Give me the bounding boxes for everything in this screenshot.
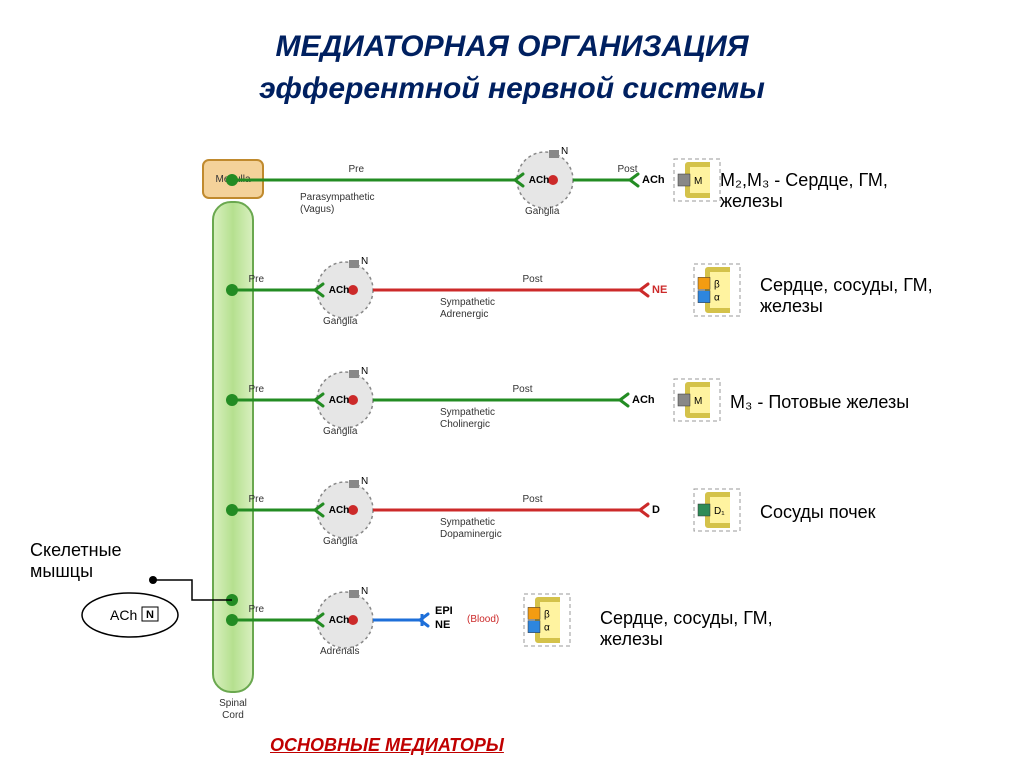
effect-label-0: M₂,M₃ - Сердце, ГМ, железы: [720, 170, 940, 212]
svg-text:M: M: [694, 396, 702, 407]
svg-text:ACh: ACh: [329, 285, 350, 296]
svg-text:Post: Post: [618, 164, 638, 175]
svg-text:Adrenergic: Adrenergic: [440, 309, 488, 320]
svg-text:Cholinergic: Cholinergic: [440, 419, 490, 430]
effect-label-3: Сосуды почек: [760, 502, 960, 523]
svg-text:(Vagus): (Vagus): [300, 204, 334, 215]
svg-text:Parasympathetic: Parasympathetic: [300, 192, 374, 203]
svg-text:Ganglia: Ganglia: [323, 426, 358, 437]
svg-text:(Blood): (Blood): [467, 614, 499, 625]
svg-text:Dopaminergic: Dopaminergic: [440, 529, 502, 540]
svg-text:ACh: ACh: [632, 394, 655, 406]
svg-text:ACh: ACh: [329, 505, 350, 516]
effect-label-4: Сердце, сосуды, ГМ, железы: [600, 608, 840, 650]
svg-text:Pre: Pre: [249, 494, 265, 505]
svg-text:Sympathetic: Sympathetic: [440, 407, 495, 418]
svg-text:M: M: [694, 176, 702, 187]
footer-text: ОСНОВНЫЕ МЕДИАТОРЫ: [270, 735, 504, 756]
svg-text:Post: Post: [523, 494, 543, 505]
svg-text:N: N: [561, 146, 568, 157]
svg-text:ACh: ACh: [329, 395, 350, 406]
svg-text:α: α: [714, 293, 720, 304]
svg-text:Spinal: Spinal: [219, 698, 247, 709]
svg-text:Sympathetic: Sympathetic: [440, 297, 495, 308]
svg-text:N: N: [361, 586, 368, 597]
svg-text:ACh: ACh: [642, 174, 665, 186]
svg-text:NE: NE: [435, 619, 450, 631]
svg-text:Pre: Pre: [249, 274, 265, 285]
svg-text:β: β: [544, 609, 550, 620]
svg-text:Ganglia: Ganglia: [525, 206, 560, 217]
svg-text:N: N: [361, 256, 368, 267]
svg-text:Cord: Cord: [222, 710, 244, 721]
svg-text:Pre: Pre: [349, 164, 365, 175]
somatic-label: Скелетныемышцы: [30, 540, 190, 582]
diagram-svg: MedullaSpinalCordPreNAChGangliaParasympa…: [0, 0, 1024, 768]
svg-text:α: α: [544, 623, 550, 634]
svg-text:β: β: [714, 279, 720, 290]
svg-text:Ganglia: Ganglia: [323, 316, 358, 327]
svg-text:N: N: [146, 609, 154, 621]
svg-text:D: D: [652, 504, 660, 516]
svg-text:N: N: [361, 366, 368, 377]
effect-label-2: M₃ - Потовые железы: [730, 392, 990, 413]
svg-text:N: N: [361, 476, 368, 487]
svg-text:Sympathetic: Sympathetic: [440, 517, 495, 528]
svg-text:ACh: ACh: [329, 615, 350, 626]
svg-text:ACh: ACh: [110, 607, 137, 623]
svg-text:Pre: Pre: [249, 604, 265, 615]
svg-text:Post: Post: [513, 384, 533, 395]
svg-text:Adrenals: Adrenals: [320, 646, 359, 657]
svg-text:Post: Post: [523, 274, 543, 285]
svg-text:Pre: Pre: [249, 384, 265, 395]
svg-text:D₁: D₁: [714, 506, 725, 517]
svg-text:EPI: EPI: [435, 605, 453, 617]
svg-text:NE: NE: [652, 284, 667, 296]
effect-label-1: Сердце, сосуды, ГМ, железы: [760, 275, 990, 317]
svg-text:Ganglia: Ganglia: [323, 536, 358, 547]
svg-text:ACh: ACh: [529, 175, 550, 186]
